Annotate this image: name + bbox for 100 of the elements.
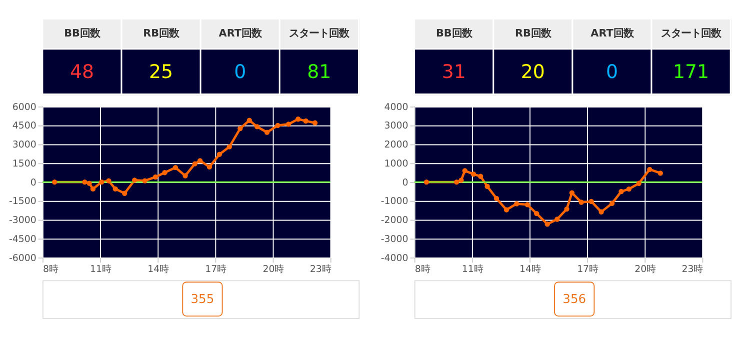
y-tick-label: -3000 (8, 215, 36, 226)
point (424, 179, 430, 185)
text: 81 (307, 61, 332, 84)
point (609, 200, 615, 206)
y-tick-label: -3000 (380, 234, 408, 245)
point (254, 124, 260, 130)
point (106, 178, 112, 184)
text: RB回数 (514, 28, 552, 40)
x-tick-label: 11時 (462, 264, 483, 276)
point (578, 200, 584, 205)
point (197, 158, 203, 164)
y-tick-label: -2000 (380, 215, 408, 226)
x-tick-label: 23時 (310, 264, 331, 276)
y-tick-label: -1000 (380, 196, 408, 208)
text: スタート回数 (289, 28, 350, 40)
x-tick-label: 14時 (519, 264, 540, 276)
point (192, 161, 198, 166)
point (172, 164, 178, 170)
point (264, 130, 270, 135)
y-tick-label: 0 (30, 177, 36, 188)
point (534, 210, 540, 216)
point (303, 118, 308, 124)
point (554, 216, 560, 222)
y-tick-label: -6000 (8, 252, 36, 264)
point (246, 118, 252, 123)
point (90, 186, 96, 192)
point (86, 180, 92, 186)
y-tick-label: -4000 (380, 252, 408, 264)
text: RB回数 (143, 28, 180, 40)
point (152, 174, 158, 180)
y-tick-label: 3000 (12, 140, 36, 151)
point (132, 178, 138, 183)
point (275, 122, 280, 128)
text: 31 (442, 61, 466, 84)
point (636, 180, 642, 186)
text: 0 (606, 61, 618, 84)
point (569, 190, 575, 196)
point (82, 179, 88, 185)
text: 20 (520, 61, 545, 84)
point (52, 179, 58, 185)
y-tick-label: -4500 (8, 234, 36, 245)
point (458, 178, 464, 183)
point (142, 178, 148, 184)
point (504, 207, 510, 212)
y-tick-label: 3000 (384, 120, 408, 132)
point (626, 186, 632, 192)
point (478, 174, 484, 179)
x-tick-label: 17時 (205, 264, 226, 276)
x-tick-label: 20時 (262, 264, 284, 276)
point (162, 170, 168, 176)
y-tick-label: 0 (402, 177, 408, 188)
y-tick-label: 2000 (384, 140, 408, 151)
point (112, 186, 118, 192)
point (454, 179, 460, 185)
y-tick-label: 4000 (384, 102, 408, 113)
y-tick-label: -1500 (8, 196, 36, 208)
y-tick-label: 1000 (384, 158, 408, 170)
point (494, 196, 500, 202)
point (226, 144, 232, 150)
x-tick-label: 23時 (682, 264, 703, 276)
point (206, 164, 212, 170)
y-tick-label: 1500 (12, 158, 36, 170)
point (470, 172, 476, 177)
point (658, 170, 663, 176)
x-tick-label: 11時 (90, 264, 112, 276)
x-tick-label: 17時 (577, 264, 598, 276)
point (588, 198, 594, 204)
text: ART回数 (590, 28, 634, 40)
point (238, 126, 243, 132)
point (598, 209, 604, 214)
text: 171 (673, 61, 710, 84)
x-tick-label: 8時 (414, 264, 430, 276)
point (122, 190, 128, 196)
point (216, 152, 222, 157)
text: スタート回数 (661, 28, 722, 40)
text: 356 (562, 292, 586, 306)
point (312, 120, 318, 126)
point (647, 166, 652, 172)
point (618, 188, 624, 194)
point (544, 222, 550, 227)
y-tick-label: 6000 (12, 102, 36, 113)
point (462, 168, 468, 174)
text: 25 (149, 61, 174, 84)
point (286, 122, 292, 127)
text: BB回数 (64, 28, 101, 40)
x-tick-label: 14時 (148, 264, 169, 276)
x-tick-label: 20時 (634, 264, 656, 276)
point (564, 206, 570, 212)
text: 355 (190, 292, 214, 306)
text: ART回数 (218, 28, 262, 40)
x-tick-label: 8時 (42, 264, 58, 276)
text: 48 (70, 61, 94, 84)
point (514, 201, 520, 206)
point (296, 116, 301, 122)
text: BB回数 (436, 28, 473, 40)
y-tick-label: 4500 (12, 120, 36, 132)
point (524, 202, 530, 208)
text: 0 (234, 61, 246, 84)
point (484, 184, 490, 189)
point (99, 179, 104, 185)
